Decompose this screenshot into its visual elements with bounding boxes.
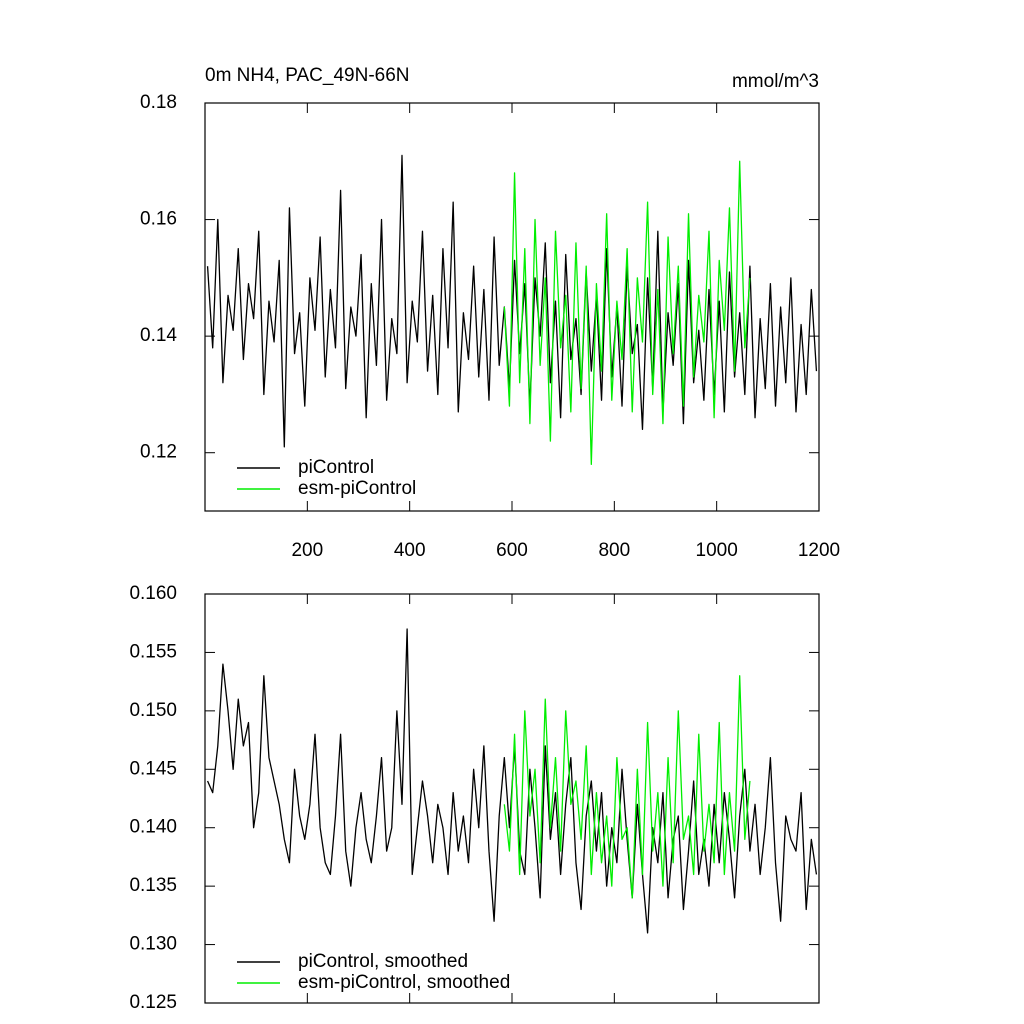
x-tick-label: 1200	[798, 540, 840, 561]
legend-label: piControl, smoothed	[298, 951, 468, 972]
y-tick-label: 0.12	[140, 442, 177, 463]
data-line	[503, 160, 751, 466]
y-tick-label: 0.135	[129, 875, 177, 896]
legend-label: piControl	[298, 457, 374, 478]
y-tick-label: 0.160	[129, 583, 177, 604]
x-tick-label: 1000	[696, 540, 738, 561]
chart-title: 0m NH4, PAC_49N-66N	[205, 65, 410, 86]
y-tick-label: 0.155	[129, 641, 177, 662]
units-label: mmol/m^3	[732, 71, 819, 92]
y-tick-label: 0.145	[129, 758, 177, 779]
legend-label: esm-piControl, smoothed	[298, 972, 510, 993]
legend-label: esm-piControl	[298, 478, 416, 499]
x-tick-label: 600	[496, 540, 528, 561]
y-tick-label: 0.130	[129, 934, 177, 955]
x-tick-label: 800	[598, 540, 630, 561]
y-tick-label: 0.125	[129, 992, 177, 1013]
x-tick-label: 200	[291, 540, 323, 561]
y-tick-label: 0.150	[129, 700, 177, 721]
y-tick-label: 0.14	[140, 325, 177, 346]
x-tick-label: 400	[394, 540, 426, 561]
data-line	[503, 675, 751, 899]
y-tick-label: 0.18	[140, 92, 177, 113]
y-tick-label: 0.140	[129, 817, 177, 838]
y-tick-label: 0.16	[140, 209, 177, 230]
